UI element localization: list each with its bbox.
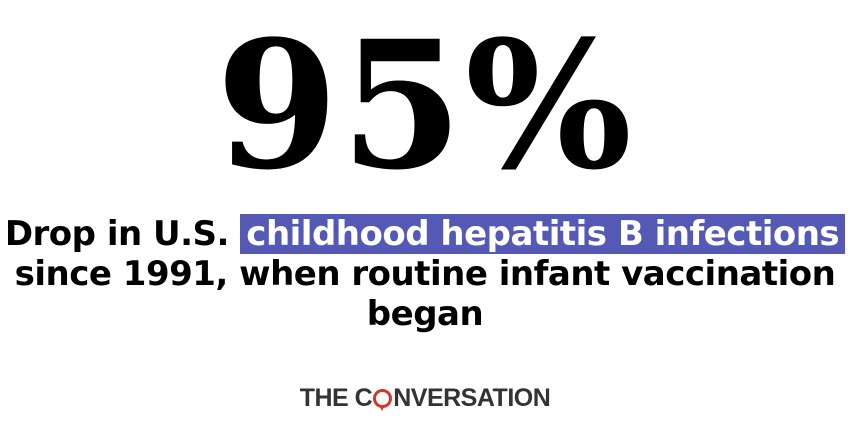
caption-part1: Drop in U.S. bbox=[4, 214, 241, 254]
logo-prefix: THE C bbox=[299, 384, 373, 412]
caption-text: Drop in U.S. childhood hepatitis B infec… bbox=[0, 214, 850, 334]
caption-highlight: childhood hepatitis B infections bbox=[240, 214, 846, 254]
logo-suffix: NVERSATION bbox=[393, 384, 551, 412]
speech-bubble-o-icon bbox=[373, 389, 393, 411]
caption-part2: since 1991, when routine infant vaccinat… bbox=[14, 254, 836, 334]
the-conversation-logo: THE C NVERSATION bbox=[0, 384, 850, 413]
headline-percentage: 95% bbox=[215, 2, 635, 209]
